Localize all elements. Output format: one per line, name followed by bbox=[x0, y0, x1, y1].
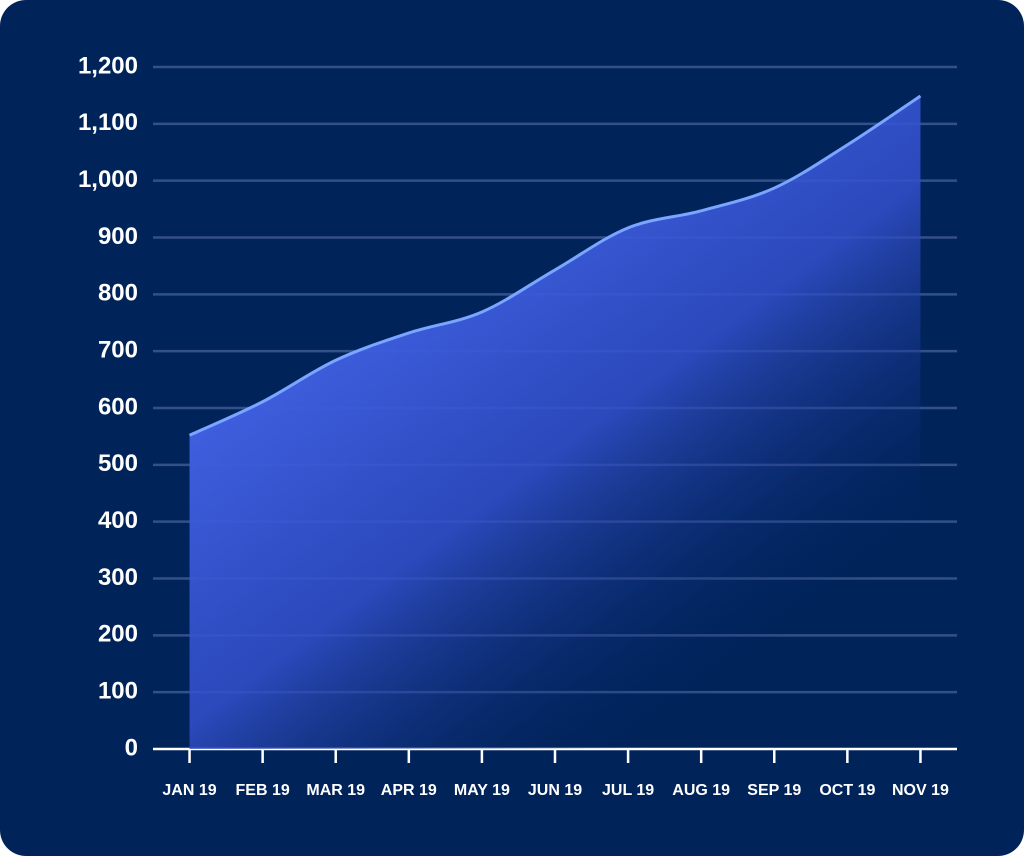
x-tick-label: SEP 19 bbox=[747, 782, 801, 799]
x-tick-label: NOV 19 bbox=[892, 782, 949, 799]
y-tick-label: 700 bbox=[98, 337, 138, 364]
y-tick-label: 800 bbox=[98, 280, 138, 307]
x-tick-label: APR 19 bbox=[381, 782, 437, 799]
x-tick-label: AUG 19 bbox=[672, 782, 730, 799]
x-tick-label: JUL 19 bbox=[602, 782, 654, 799]
x-tick-label: MAR 19 bbox=[306, 782, 365, 799]
y-tick-label: 100 bbox=[98, 678, 138, 705]
y-tick-label: 0 bbox=[125, 734, 138, 761]
area-line bbox=[188, 94, 922, 437]
y-tick-label: 200 bbox=[98, 621, 138, 648]
labels: 0 100 200 300 400 500 600 700 800 900 1,000 1,100 1,… bbox=[78, 52, 949, 799]
x-tick-label: MAY 19 bbox=[454, 782, 510, 799]
x-tick-label: JUN 19 bbox=[528, 782, 582, 799]
y-tick-label: 300 bbox=[98, 564, 138, 591]
y-tick-label: 500 bbox=[98, 450, 138, 477]
x-tick-label: OCT 19 bbox=[819, 782, 875, 799]
plot bbox=[188, 94, 922, 750]
y-tick-label: 400 bbox=[98, 507, 138, 534]
y-tick-label: 900 bbox=[98, 223, 138, 250]
y-tick-label: 1,000 bbox=[78, 166, 138, 193]
y-tick-label: 1,100 bbox=[78, 109, 138, 136]
y-tick-label: 600 bbox=[98, 393, 138, 420]
area-fill bbox=[189, 95, 921, 750]
x-tick-label: JAN 19 bbox=[162, 782, 216, 799]
y-tick-label: 1,200 bbox=[78, 52, 138, 79]
x-tick-label: FEB 19 bbox=[236, 782, 290, 799]
